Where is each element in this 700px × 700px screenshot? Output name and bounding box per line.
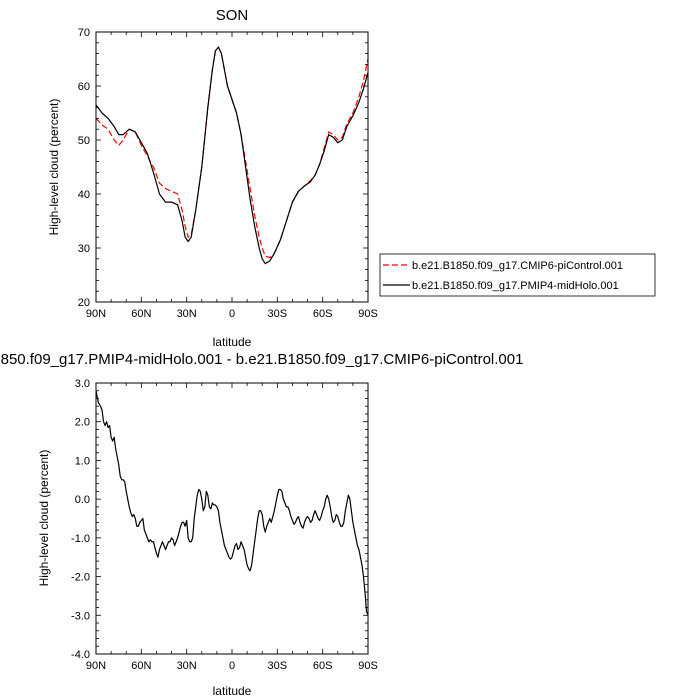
top-x-tick-label: 90N	[86, 308, 106, 320]
bottom-y-tick-label: 3.0	[75, 378, 90, 390]
legend: b.e21.B1850.f09_g17.CMIP6-piControl.001 …	[379, 253, 656, 297]
top-series-line-0	[96, 46, 368, 259]
bottom-panel: b.e21.B1850.f09_g17.PMIP4-midHolo.001 - …	[0, 351, 523, 698]
top-plot-lines	[96, 46, 368, 265]
bottom-x-tick-label: 30N	[177, 660, 197, 672]
top-x-tick-label: 60S	[313, 308, 333, 320]
bottom-series-line-0	[96, 390, 368, 616]
top-y-tick-label: 50	[78, 135, 90, 147]
top-plot-frame	[95, 31, 369, 303]
top-y-tick-label: 60	[78, 81, 90, 93]
bottom-plot-frame	[95, 382, 369, 655]
bottom-y-tick-label: -3.0	[71, 610, 90, 622]
top-panel: SON 90N 60N 30N 0 30S 60S 90S 20 30 40 50 60 70 lati…	[47, 7, 378, 349]
top-y-tick-label: 20	[78, 297, 90, 309]
top-x-tick-label: 60N	[131, 308, 151, 320]
bottom-axis-ticks: 90N 60N 30N 0 30S 60S 90S 3.0 2.0 1.0 0.0 -1.0 -2.0 -…	[71, 378, 378, 672]
top-x-tick-label: 0	[229, 308, 235, 320]
top-chart-title: SON	[216, 7, 249, 24]
bottom-y-tick-label: -1.0	[71, 533, 90, 545]
top-x-axis-label: latitude	[213, 335, 252, 349]
bottom-x-tick-label: 30S	[268, 660, 288, 672]
bottom-x-tick-label: 90S	[358, 660, 378, 672]
top-y-tick-label: 70	[78, 27, 90, 39]
bottom-x-tick-label: 60S	[313, 660, 333, 672]
top-y-tick-label: 30	[78, 243, 90, 255]
bottom-x-tick-label: 0	[229, 660, 235, 672]
top-x-tick-label: 30N	[177, 308, 197, 320]
bottom-plot-lines	[96, 390, 368, 616]
bottom-y-tick-label: 1.0	[75, 455, 90, 467]
top-x-tick-label: 30S	[268, 308, 288, 320]
top-axis-ticks: 90N 60N 30N 0 30S 60S 90S 20 30 40 50 60 70	[78, 27, 378, 320]
bottom-y-axis-label: High-level cloud (percent)	[37, 450, 51, 587]
bottom-y-tick-label: -4.0	[71, 649, 90, 661]
top-series-line-1	[96, 46, 368, 265]
legend-box	[379, 253, 656, 297]
bottom-x-tick-label: 90N	[86, 660, 106, 672]
top-y-tick-label: 40	[78, 189, 90, 201]
bottom-chart-title: b.e21.B1850.f09_g17.PMIP4-midHolo.001 - …	[0, 351, 523, 368]
legend-label-picontrol: b.e21.B1850.f09_g17.CMIP6-piControl.001	[412, 260, 623, 272]
bottom-y-tick-label: 2.0	[75, 417, 90, 429]
top-x-tick-label: 90S	[358, 308, 378, 320]
legend-label-midholo: b.e21.B1850.f09_g17.PMIP4-midHolo.001	[412, 280, 619, 292]
top-y-axis-label: High-level cloud (percent)	[47, 99, 61, 236]
bottom-y-tick-label: 0.0	[75, 494, 90, 506]
bottom-y-tick-label: -2.0	[71, 572, 90, 584]
bottom-x-tick-label: 60N	[131, 660, 151, 672]
bottom-x-axis-label: latitude	[213, 684, 252, 698]
